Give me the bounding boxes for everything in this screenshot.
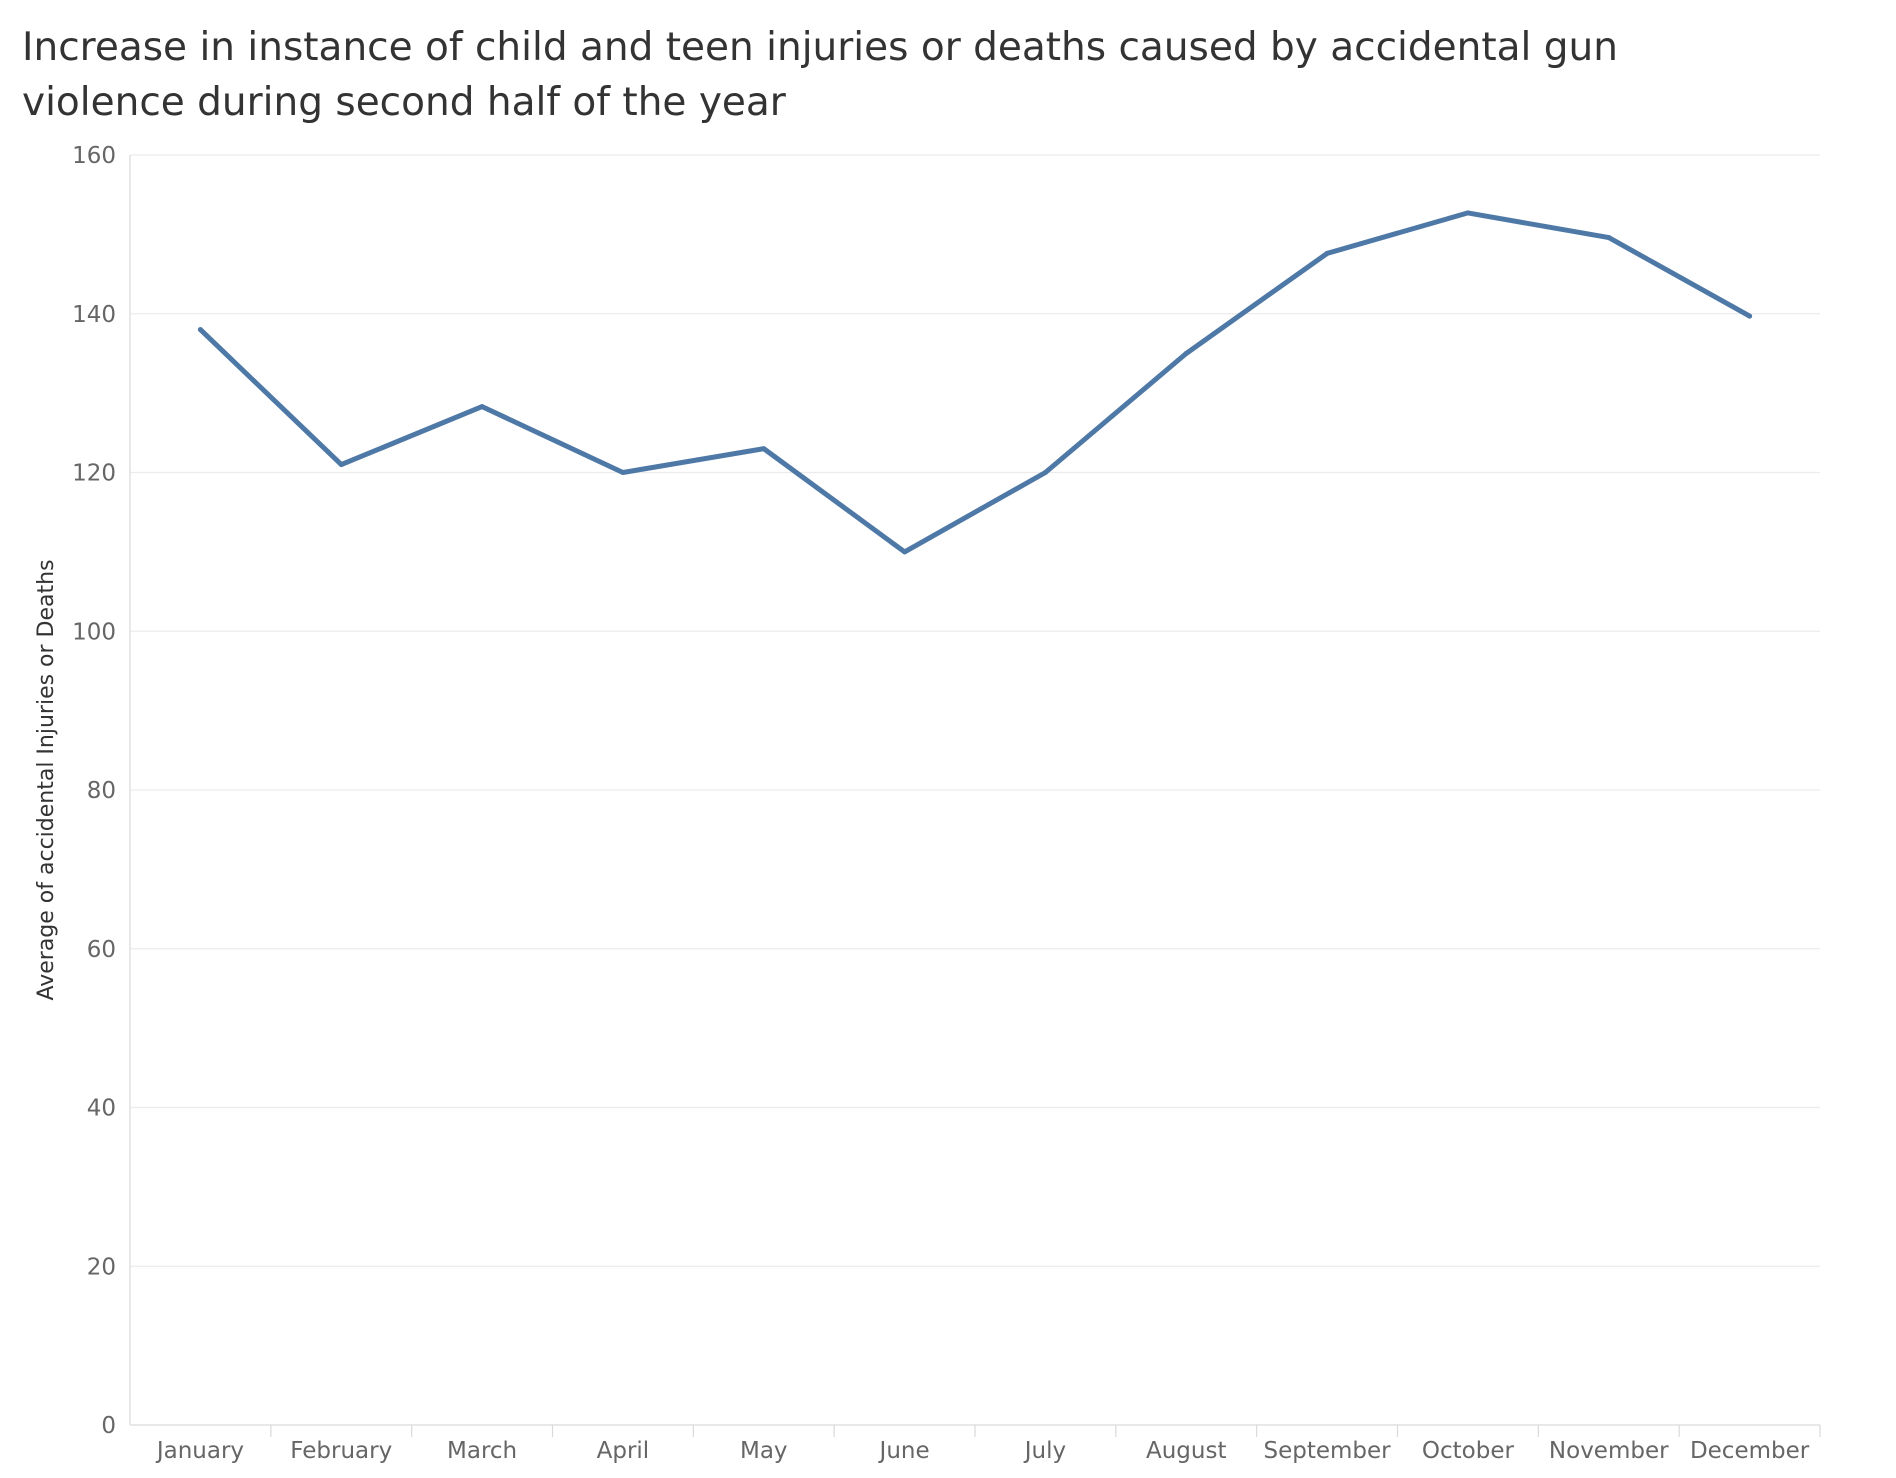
series [197, 210, 1753, 555]
data-point [620, 470, 626, 475]
data-point [1042, 470, 1048, 475]
y-tick-label: 40 [87, 1096, 116, 1122]
x-axis-ticks: January February March April May June July Augu… [155, 1438, 1810, 1464]
y-tick-label: 100 [72, 619, 116, 645]
x-tick-label: November [1549, 1438, 1669, 1464]
y-tick-label: 0 [101, 1413, 116, 1439]
y-tick-label: 120 [72, 461, 116, 487]
data-point [761, 446, 767, 452]
data-point [1183, 350, 1189, 356]
y-tick-label: 60 [87, 937, 116, 963]
data-point [902, 549, 908, 555]
data-point [1747, 313, 1753, 319]
x-tick-label: December [1690, 1438, 1810, 1464]
y-tick-label: 140 [72, 302, 116, 328]
x-tick-label: January [155, 1438, 244, 1464]
x-tick-label: September [1264, 1438, 1392, 1464]
axes [129, 155, 1821, 1437]
x-tick-label: March [447, 1438, 517, 1464]
chart-title: Increase in instance of child and teen i… [22, 25, 1618, 125]
y-axis-ticks: 0 20 40 60 80 100 120 140 160 [72, 143, 116, 1439]
x-tick-label: July [1023, 1438, 1066, 1464]
y-axis-title: Average of accidental Injuries or Deaths [34, 559, 59, 1000]
x-tick-label: February [290, 1438, 392, 1464]
y-tick-label: 80 [87, 778, 116, 804]
y-tick-label: 160 [72, 143, 116, 169]
data-point [197, 327, 203, 333]
x-tick-label: October [1422, 1438, 1515, 1464]
x-tick-label: June [878, 1438, 930, 1464]
gridlines [130, 154, 1820, 1267]
data-point [479, 404, 485, 410]
x-tick-label: August [1146, 1438, 1227, 1464]
series-line [197, 210, 1753, 555]
y-tick-label: 20 [87, 1254, 116, 1280]
x-tick-label: April [597, 1438, 650, 1464]
data-point [1324, 250, 1330, 256]
x-tick-label: May [740, 1438, 788, 1464]
data-point [338, 462, 344, 468]
data-point [1606, 235, 1612, 241]
data-point [1465, 210, 1471, 216]
